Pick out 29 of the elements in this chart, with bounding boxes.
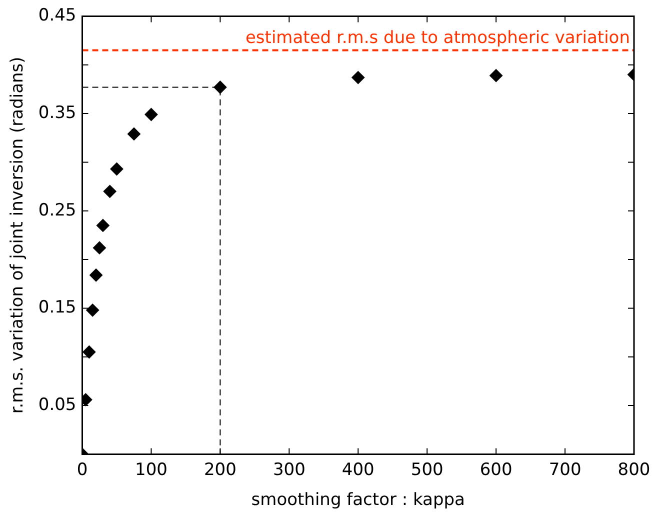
point bbox=[127, 127, 140, 140]
y-axis-title: r.m.s. variation of joint inversion (radians) bbox=[8, 56, 28, 414]
point bbox=[144, 108, 158, 122]
y-tick-label: 0.45 bbox=[38, 6, 76, 26]
x-tick-label: 800 bbox=[618, 460, 650, 480]
point bbox=[90, 268, 103, 282]
x-tick-label: 0 bbox=[76, 460, 88, 480]
point bbox=[86, 304, 100, 317]
x-tick-label: 600 bbox=[480, 460, 512, 480]
x-tick-label: 300 bbox=[272, 460, 306, 480]
point bbox=[96, 218, 110, 232]
x-tick-label: 200 bbox=[204, 460, 236, 480]
y-tick-label: 0.35 bbox=[38, 102, 76, 123]
x-tick-label: 700 bbox=[548, 460, 582, 480]
x-axis-title: smoothing factor : kappa bbox=[251, 490, 465, 510]
y-tick-label: 0.05 bbox=[38, 394, 76, 415]
point bbox=[352, 71, 365, 84]
y-tick-label: 0.25 bbox=[38, 200, 76, 220]
point bbox=[92, 241, 106, 254]
x-tick-label: 500 bbox=[410, 460, 444, 480]
x-tick-label: 100 bbox=[134, 460, 168, 480]
point bbox=[82, 346, 96, 358]
y-tick-label: 0.15 bbox=[38, 298, 76, 318]
point bbox=[214, 80, 227, 94]
point bbox=[110, 162, 124, 176]
point bbox=[490, 69, 503, 82]
ref-line-label: estimated r.m.s due to atmospheric variation bbox=[245, 28, 630, 48]
point bbox=[103, 184, 116, 198]
x-tick-label: 400 bbox=[342, 460, 374, 480]
